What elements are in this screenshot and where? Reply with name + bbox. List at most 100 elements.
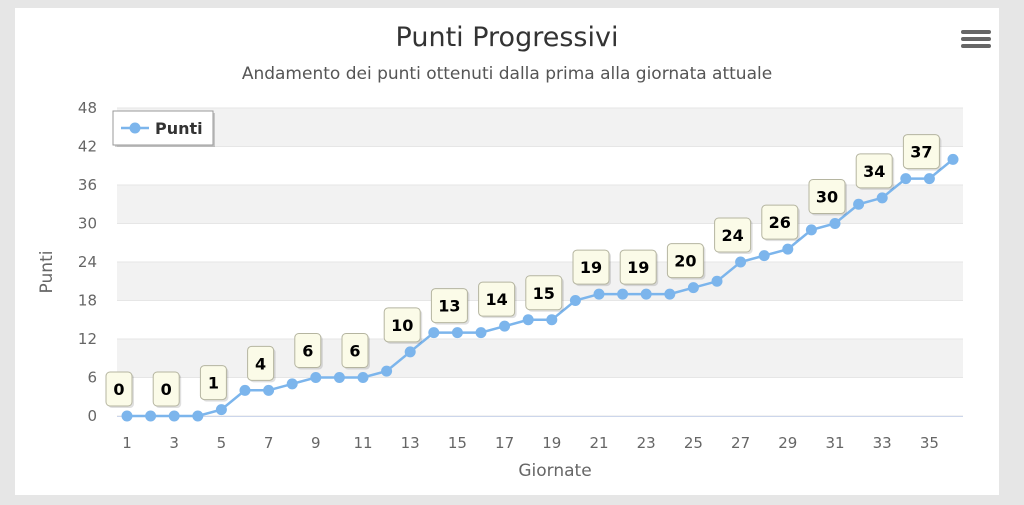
x-tick-label: 11	[353, 434, 372, 452]
data-point[interactable]	[263, 384, 275, 396]
x-tick-label: 19	[542, 434, 561, 452]
data-label-box	[572, 249, 610, 285]
data-point[interactable]	[876, 192, 888, 204]
data-label-box	[619, 249, 657, 285]
data-point[interactable]	[451, 327, 463, 339]
x-tick-label: 31	[825, 434, 844, 452]
legend-label[interactable]: Punti	[155, 119, 203, 138]
data-label: 1	[208, 374, 219, 393]
data-label-box	[478, 281, 516, 317]
data-point[interactable]	[499, 320, 511, 332]
y-tick-label: 30	[78, 215, 97, 233]
data-point[interactable]	[900, 173, 912, 185]
data-point[interactable]	[853, 198, 865, 210]
data-point[interactable]	[286, 378, 298, 390]
x-axis-title: Giornate	[518, 461, 591, 481]
data-point[interactable]	[215, 404, 227, 416]
data-point[interactable]	[758, 250, 770, 262]
data-point[interactable]	[404, 346, 416, 358]
data-label: 10	[391, 316, 413, 335]
data-label: 34	[863, 162, 885, 181]
data-label-box	[761, 204, 799, 240]
data-label: 26	[769, 213, 791, 232]
x-tick-label: 33	[873, 434, 892, 452]
data-label-box	[902, 134, 940, 170]
data-point[interactable]	[664, 288, 676, 300]
chart-title: Punti Progressivi	[395, 22, 619, 53]
data-point[interactable]	[829, 218, 841, 229]
data-point[interactable]	[735, 256, 747, 268]
data-label-box	[247, 345, 275, 381]
data-point[interactable]	[475, 327, 487, 339]
data-point[interactable]	[192, 410, 204, 422]
data-label: 14	[485, 290, 507, 309]
y-tick-label: 24	[78, 253, 97, 271]
y-tick-label: 42	[78, 138, 97, 156]
x-tick-label: 29	[778, 434, 797, 452]
data-point[interactable]	[947, 153, 959, 165]
data-label-box	[430, 288, 468, 324]
x-tick-label: 21	[589, 434, 608, 452]
data-label: 30	[816, 188, 838, 207]
y-tick-label: 6	[87, 369, 97, 387]
x-tick-label: 25	[684, 434, 703, 452]
data-label: 37	[910, 143, 932, 162]
data-point[interactable]	[333, 372, 345, 383]
y-tick-label: 12	[78, 330, 97, 348]
data-label-box	[808, 179, 846, 214]
data-point[interactable]	[546, 314, 558, 326]
data-point[interactable]	[687, 282, 699, 294]
chart-card: 0 6 12 18 24 30 36 42 48 1 3 5 7 9 11 13 15 17 19 21 23 25 27 2…	[15, 8, 999, 495]
data-point[interactable]	[569, 295, 581, 306]
data-label: 19	[627, 258, 649, 277]
data-label: 15	[533, 284, 555, 303]
data-label-box	[341, 333, 369, 368]
data-label-box	[714, 217, 752, 253]
data-label-box	[855, 153, 893, 189]
data-label-box	[152, 371, 180, 407]
data-label: 20	[674, 252, 696, 271]
data-point[interactable]	[381, 365, 393, 377]
data-label-box	[199, 365, 227, 401]
data-label: 6	[349, 342, 360, 361]
x-tick-label: 7	[264, 434, 274, 452]
data-label-box	[383, 307, 421, 343]
data-point[interactable]	[923, 173, 935, 185]
plot-band	[117, 108, 963, 147]
data-point[interactable]	[782, 243, 794, 255]
data-label: 0	[161, 380, 172, 399]
hamburger-menu-icon[interactable]	[961, 28, 991, 54]
y-tick-label: 18	[78, 292, 97, 310]
data-point[interactable]	[357, 372, 369, 383]
y-tick-label: 48	[78, 99, 97, 117]
data-label-box	[105, 371, 133, 407]
x-tick-label: 9	[311, 434, 321, 452]
data-point[interactable]	[310, 372, 322, 383]
data-label-box	[294, 333, 322, 368]
data-point[interactable]	[168, 410, 180, 422]
data-point[interactable]	[593, 288, 605, 300]
y-tick-label: 0	[87, 407, 97, 425]
data-point[interactable]	[640, 288, 652, 300]
data-label: 13	[438, 297, 460, 316]
x-tick-label: 17	[495, 434, 514, 452]
data-point[interactable]	[805, 224, 817, 236]
data-point[interactable]	[522, 314, 534, 326]
x-tick-label: 5	[217, 434, 227, 452]
plot-band	[117, 339, 963, 378]
x-tick-label: 27	[731, 434, 750, 452]
y-tick-label: 36	[78, 176, 97, 194]
data-point[interactable]	[711, 275, 723, 287]
data-point[interactable]	[239, 384, 251, 396]
data-point[interactable]	[428, 327, 440, 339]
data-label-box	[666, 243, 704, 279]
y-axis-title: Punti	[37, 251, 57, 294]
data-point[interactable]	[617, 288, 629, 300]
data-label: 0	[113, 380, 124, 399]
data-point[interactable]	[121, 410, 133, 422]
data-label: 19	[580, 258, 602, 277]
x-tick-label: 15	[448, 434, 467, 452]
data-point[interactable]	[145, 410, 157, 422]
x-tick-label: 13	[401, 434, 420, 452]
